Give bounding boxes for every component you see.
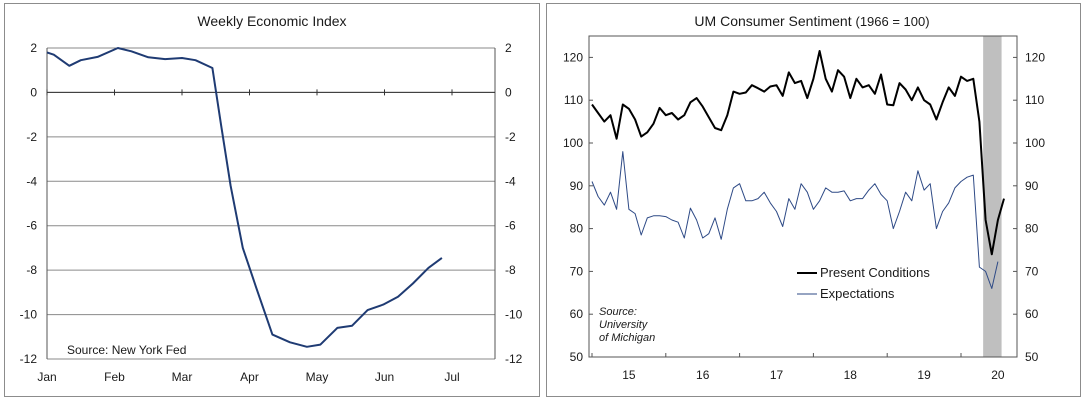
y-tick-label-left: -6	[26, 219, 37, 233]
y-tick-label-left: 120	[563, 50, 583, 64]
recession-shading	[983, 36, 1002, 357]
x-tick-label: Jul	[444, 370, 459, 384]
plot-frame	[588, 35, 1018, 358]
shaded-period	[983, 36, 1002, 357]
y-tick-label-right: -6	[505, 219, 516, 233]
y-tick-label-left: -8	[26, 263, 37, 277]
source-note: Source: University of Michigan	[599, 306, 655, 344]
y-tick-label-left: 80	[570, 222, 584, 236]
x-tick-label: Apr	[240, 370, 259, 384]
x-tick-label: 18	[844, 368, 858, 382]
y-tick-label-right: 110	[1025, 93, 1044, 107]
y-tick-label-left: -12	[20, 352, 38, 366]
consumer-sentiment-panel: UM Consumer Sentiment (1966 = 100) 120 12…	[546, 3, 1081, 397]
source-note: Source: New York Fed	[67, 343, 186, 357]
y-tick-label-left: -10	[20, 308, 38, 322]
x-tick-label: Feb	[104, 370, 125, 384]
source-line-2: University	[599, 319, 649, 331]
y-tick-label-left: 2	[30, 41, 37, 55]
plot-area	[46, 47, 443, 348]
y-tick-label-right: 70	[1025, 264, 1039, 278]
chart-title: Weekly Economic Index	[197, 13, 346, 29]
y-tick-label-left: -4	[26, 174, 37, 188]
consumer-sentiment-chart: UM Consumer Sentiment (1966 = 100) 120 12…	[563, 13, 1045, 382]
y-tick-label-right: -4	[505, 174, 516, 188]
y-tick-label-left: 100	[563, 136, 583, 150]
x-tick-label: 19	[917, 368, 931, 382]
y-tick-label-right: -10	[505, 308, 523, 322]
weekly-economic-index-chart: Weekly Economic Index 2 2 0 0 -2 -2 -4 -4 -6 -6 -8…	[20, 13, 523, 384]
weekly-economic-index-panel: Weekly Economic Index 2 2 0 0 -2 -2 -4 -4 -6 -6 -8…	[4, 3, 540, 397]
x-tick-label: 20	[991, 368, 1005, 382]
y-tick-label-right: -12	[505, 352, 523, 366]
legend-label-expectations: Expectations	[820, 286, 895, 301]
title-suffix: (1966 = 100)	[855, 14, 929, 29]
x-tick-label: Jun	[375, 370, 394, 384]
axes: 2 2 0 0 -2 -2 -4 -4 -6 -6 -8 -8 -10 -10 -12 -12 Jan Feb Ma…	[20, 41, 523, 384]
x-tick-label: 17	[770, 368, 784, 382]
x-tick-label: 15	[622, 368, 636, 382]
y-tick-label-right: 2	[505, 41, 512, 55]
y-tick-label-left: -2	[26, 130, 37, 144]
y-tick-label-left: 0	[30, 85, 37, 99]
x-tick-label: May	[306, 370, 329, 384]
y-tick-label-right: 60	[1025, 307, 1039, 321]
y-tick-label-right: 100	[1025, 136, 1045, 150]
y-tick-label-right: -8	[505, 263, 516, 277]
series-line-present-conditions	[591, 50, 1005, 256]
x-tick-label: Mar	[172, 370, 193, 384]
y-tick-label-left: 90	[570, 179, 584, 193]
chart-title: UM Consumer Sentiment (1966 = 100)	[694, 13, 929, 29]
y-tick-label-right: 120	[1025, 50, 1045, 64]
y-tick-label-right: 50	[1025, 350, 1039, 364]
title-main: UM Consumer Sentiment	[694, 13, 851, 29]
y-tick-label-right: 0	[505, 85, 512, 99]
y-tick-label-left: 110	[564, 93, 583, 107]
y-tick-label-left: 50	[570, 350, 584, 364]
series-line-expectations	[591, 151, 999, 289]
y-tick-label-right: 80	[1025, 222, 1039, 236]
legend: Present Conditions Expectations	[797, 265, 930, 301]
series-line-weekly-index	[46, 47, 443, 348]
y-tick-label-right: -2	[505, 130, 516, 144]
x-tick-label: Jan	[37, 370, 56, 384]
source-line-3: of Michigan	[599, 332, 655, 344]
legend-label-present: Present Conditions	[820, 265, 930, 280]
plot-area	[591, 50, 1005, 289]
y-tick-label-right: 90	[1025, 179, 1039, 193]
x-tick-label: 16	[696, 368, 710, 382]
source-line-1: Source:	[599, 306, 637, 318]
y-tick-label-left: 70	[570, 264, 584, 278]
axes: 120 120 110 110 100 100 90 90 80 80 70 70 60 60 50 50 15…	[563, 35, 1045, 382]
y-tick-label-left: 60	[570, 307, 584, 321]
